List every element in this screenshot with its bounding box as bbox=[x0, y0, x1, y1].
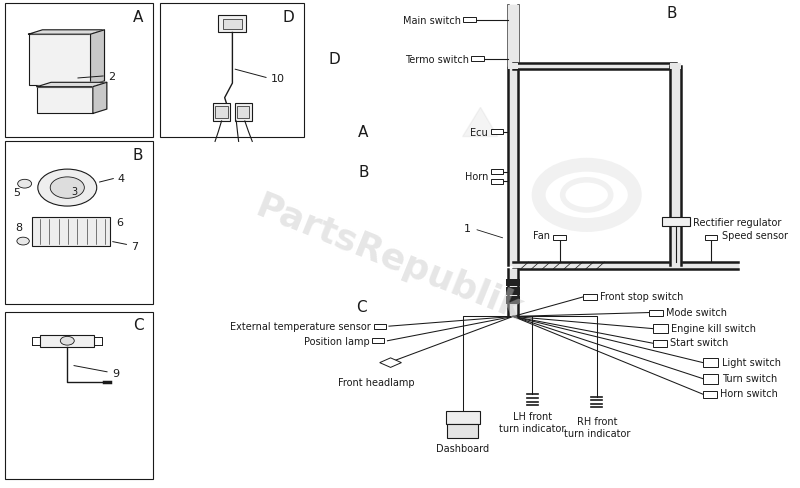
Bar bbox=[237, 107, 250, 119]
Text: Rectifier regulator: Rectifier regulator bbox=[693, 217, 782, 227]
Text: D: D bbox=[329, 52, 340, 67]
Bar bbox=[670, 63, 682, 70]
Text: Turn switch: Turn switch bbox=[722, 373, 777, 383]
Text: B: B bbox=[358, 165, 369, 180]
Polygon shape bbox=[462, 108, 498, 137]
Text: Ecu: Ecu bbox=[470, 127, 488, 138]
Bar bbox=[6, 142, 153, 305]
Bar bbox=[374, 324, 386, 329]
Text: C: C bbox=[357, 300, 367, 315]
Bar bbox=[703, 358, 718, 368]
Circle shape bbox=[60, 337, 74, 346]
Bar bbox=[705, 235, 717, 240]
Text: Fan: Fan bbox=[534, 230, 550, 240]
Bar bbox=[446, 411, 480, 425]
Text: D: D bbox=[282, 10, 294, 24]
Text: B: B bbox=[133, 148, 143, 163]
Text: A: A bbox=[358, 125, 368, 140]
Text: 4: 4 bbox=[118, 174, 125, 183]
Bar bbox=[40, 335, 94, 347]
Polygon shape bbox=[90, 31, 105, 86]
Text: Horn switch: Horn switch bbox=[720, 388, 778, 398]
Bar bbox=[6, 4, 153, 137]
Bar bbox=[506, 279, 520, 287]
Text: 3: 3 bbox=[71, 187, 78, 197]
Bar bbox=[218, 16, 246, 33]
Bar bbox=[372, 339, 384, 344]
Circle shape bbox=[18, 180, 32, 189]
Polygon shape bbox=[29, 31, 105, 35]
Bar bbox=[506, 287, 520, 295]
Text: Front headlamp: Front headlamp bbox=[338, 377, 415, 387]
Bar bbox=[490, 170, 503, 175]
Text: Front stop switch: Front stop switch bbox=[600, 291, 683, 302]
Bar bbox=[554, 235, 566, 240]
Bar bbox=[653, 341, 666, 347]
Text: 2: 2 bbox=[108, 72, 115, 81]
Polygon shape bbox=[37, 83, 107, 87]
Text: 8: 8 bbox=[15, 223, 22, 233]
Text: External temperature sensor: External temperature sensor bbox=[230, 322, 371, 331]
Bar bbox=[703, 391, 717, 398]
Text: LH front
turn indicator: LH front turn indicator bbox=[499, 411, 566, 433]
Text: C: C bbox=[133, 318, 143, 333]
Text: RH front
turn indicator: RH front turn indicator bbox=[563, 416, 630, 438]
Text: 10: 10 bbox=[271, 74, 285, 84]
Bar bbox=[234, 104, 252, 122]
Text: 6: 6 bbox=[116, 217, 123, 227]
Text: Main switch: Main switch bbox=[403, 16, 461, 26]
Bar bbox=[653, 324, 668, 334]
Bar bbox=[29, 35, 90, 86]
Text: Horn: Horn bbox=[465, 172, 488, 182]
Bar bbox=[471, 57, 483, 62]
Text: A: A bbox=[133, 10, 143, 24]
Text: Start switch: Start switch bbox=[670, 338, 728, 347]
Bar bbox=[583, 294, 597, 301]
Text: Engine kill switch: Engine kill switch bbox=[671, 323, 756, 333]
Bar bbox=[649, 310, 662, 316]
Text: Mode switch: Mode switch bbox=[666, 307, 726, 317]
Bar bbox=[490, 130, 503, 135]
Text: 9: 9 bbox=[112, 368, 119, 378]
Text: PartsRepublik: PartsRepublik bbox=[250, 189, 528, 327]
Text: Light switch: Light switch bbox=[722, 357, 781, 367]
Bar bbox=[6, 312, 153, 479]
Text: Termo switch: Termo switch bbox=[405, 55, 469, 64]
Bar bbox=[223, 20, 242, 30]
Bar bbox=[37, 87, 93, 114]
Bar bbox=[506, 297, 520, 305]
Text: Speed sensor: Speed sensor bbox=[722, 230, 787, 240]
Bar bbox=[508, 63, 518, 70]
Circle shape bbox=[17, 238, 30, 245]
Polygon shape bbox=[380, 358, 402, 367]
Text: Dashboard: Dashboard bbox=[436, 443, 490, 453]
Bar bbox=[447, 425, 478, 438]
Bar bbox=[490, 180, 503, 184]
Bar bbox=[160, 4, 304, 137]
Text: B: B bbox=[666, 6, 678, 21]
Text: Position lamp: Position lamp bbox=[304, 336, 370, 346]
Circle shape bbox=[38, 170, 97, 206]
Polygon shape bbox=[93, 83, 107, 114]
Text: 7: 7 bbox=[131, 242, 138, 251]
Text: 5: 5 bbox=[13, 188, 20, 198]
Bar bbox=[463, 19, 476, 23]
Text: 1: 1 bbox=[464, 224, 471, 233]
Bar bbox=[703, 374, 718, 384]
Circle shape bbox=[50, 178, 84, 199]
Bar bbox=[215, 107, 228, 119]
Bar bbox=[32, 217, 110, 246]
Bar bbox=[662, 217, 690, 227]
Bar bbox=[213, 104, 230, 122]
